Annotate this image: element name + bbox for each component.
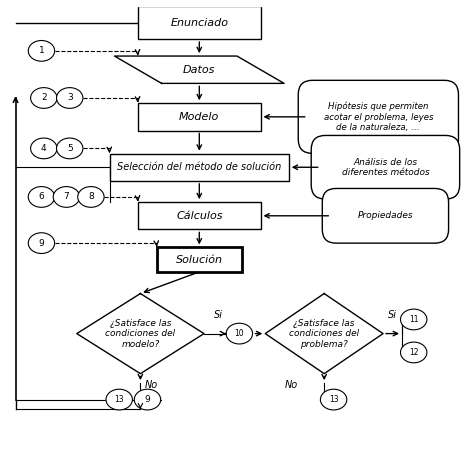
Text: Datos: Datos <box>183 65 216 75</box>
Polygon shape <box>133 0 265 6</box>
Ellipse shape <box>320 389 347 410</box>
Text: 7: 7 <box>64 192 69 201</box>
Ellipse shape <box>28 233 55 254</box>
Text: Propiedades: Propiedades <box>357 211 413 220</box>
Ellipse shape <box>106 389 132 410</box>
Ellipse shape <box>401 309 427 330</box>
Text: 6: 6 <box>38 192 44 201</box>
Text: 10: 10 <box>235 329 244 338</box>
Text: 8: 8 <box>88 192 94 201</box>
Bar <box>138 202 261 229</box>
Text: 13: 13 <box>329 395 338 404</box>
Text: 9: 9 <box>145 395 150 404</box>
Bar <box>157 247 242 272</box>
Text: ¿Satisface las
condiciones del
problema?: ¿Satisface las condiciones del problema? <box>289 319 359 348</box>
Text: 12: 12 <box>409 348 419 357</box>
Ellipse shape <box>53 187 80 207</box>
Text: Modelo: Modelo <box>179 112 219 122</box>
Polygon shape <box>77 293 204 374</box>
Text: 11: 11 <box>409 315 419 324</box>
Text: Selección del método de solución: Selección del método de solución <box>117 162 282 172</box>
Text: Enunciado: Enunciado <box>170 18 228 27</box>
FancyBboxPatch shape <box>322 189 448 243</box>
Text: 2: 2 <box>41 93 46 102</box>
Text: Si: Si <box>213 310 222 320</box>
Text: 9: 9 <box>38 238 44 247</box>
Polygon shape <box>115 56 284 83</box>
Ellipse shape <box>56 88 83 109</box>
Bar <box>138 6 261 39</box>
Polygon shape <box>265 293 383 374</box>
Ellipse shape <box>78 187 104 207</box>
FancyBboxPatch shape <box>311 136 460 199</box>
Text: ¿Satisface las
condiciones del
modelo?: ¿Satisface las condiciones del modelo? <box>105 319 175 348</box>
Text: Hipótesis que permiten
acotar el problema, leyes
de la naturaleza, …: Hipótesis que permiten acotar el problem… <box>324 102 433 132</box>
Ellipse shape <box>31 88 57 109</box>
Ellipse shape <box>56 138 83 159</box>
Text: Solución: Solución <box>176 255 223 264</box>
Text: 5: 5 <box>67 144 73 153</box>
Ellipse shape <box>28 187 55 207</box>
Text: 4: 4 <box>41 144 46 153</box>
Text: Análisis de los
diferentes métodos: Análisis de los diferentes métodos <box>342 157 429 177</box>
Text: 1: 1 <box>38 46 44 55</box>
Bar <box>138 103 261 130</box>
Text: Si: Si <box>388 310 397 320</box>
Ellipse shape <box>31 138 57 159</box>
Ellipse shape <box>28 40 55 61</box>
Ellipse shape <box>401 342 427 363</box>
Ellipse shape <box>226 323 253 344</box>
Text: Cálculos: Cálculos <box>176 211 223 221</box>
Text: 3: 3 <box>67 93 73 102</box>
Text: No: No <box>145 381 158 391</box>
Text: No: No <box>284 381 298 391</box>
Ellipse shape <box>134 389 161 410</box>
Text: 13: 13 <box>114 395 124 404</box>
FancyBboxPatch shape <box>298 80 458 154</box>
Bar <box>110 154 289 181</box>
